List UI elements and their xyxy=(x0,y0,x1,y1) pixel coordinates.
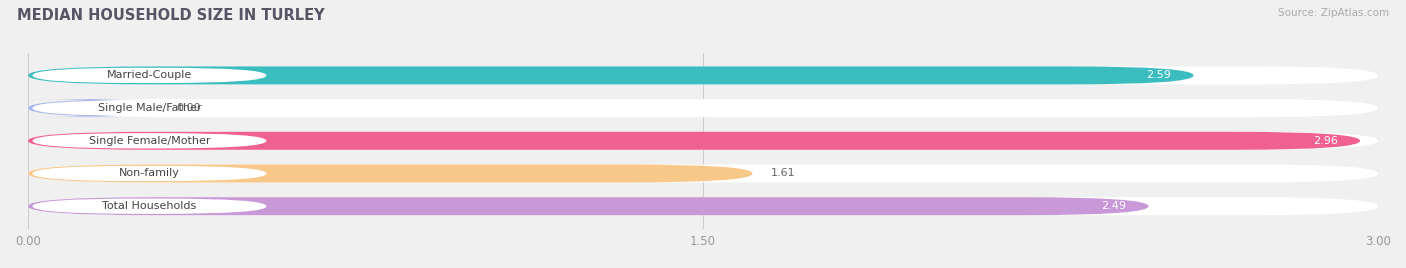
FancyBboxPatch shape xyxy=(28,197,1378,215)
Text: Single Male/Father: Single Male/Father xyxy=(97,103,201,113)
Text: 1.61: 1.61 xyxy=(770,169,796,178)
FancyBboxPatch shape xyxy=(28,66,1194,84)
FancyBboxPatch shape xyxy=(32,68,267,83)
FancyBboxPatch shape xyxy=(28,165,752,183)
Text: MEDIAN HOUSEHOLD SIZE IN TURLEY: MEDIAN HOUSEHOLD SIZE IN TURLEY xyxy=(17,8,325,23)
FancyBboxPatch shape xyxy=(32,133,267,148)
Text: 0.00: 0.00 xyxy=(176,103,201,113)
Text: 2.49: 2.49 xyxy=(1101,201,1126,211)
FancyBboxPatch shape xyxy=(28,165,1378,183)
FancyBboxPatch shape xyxy=(28,66,1378,84)
Text: Total Households: Total Households xyxy=(103,201,197,211)
FancyBboxPatch shape xyxy=(32,166,267,181)
FancyBboxPatch shape xyxy=(28,197,1149,215)
FancyBboxPatch shape xyxy=(28,99,1378,117)
Text: Non-family: Non-family xyxy=(120,169,180,178)
FancyBboxPatch shape xyxy=(32,100,267,116)
FancyBboxPatch shape xyxy=(28,132,1378,150)
Text: Source: ZipAtlas.com: Source: ZipAtlas.com xyxy=(1278,8,1389,18)
FancyBboxPatch shape xyxy=(28,132,1360,150)
Text: Married-Couple: Married-Couple xyxy=(107,70,193,80)
FancyBboxPatch shape xyxy=(28,99,153,117)
Text: 2.96: 2.96 xyxy=(1313,136,1337,146)
Text: Single Female/Mother: Single Female/Mother xyxy=(89,136,211,146)
Text: 2.59: 2.59 xyxy=(1146,70,1171,80)
FancyBboxPatch shape xyxy=(32,199,267,214)
